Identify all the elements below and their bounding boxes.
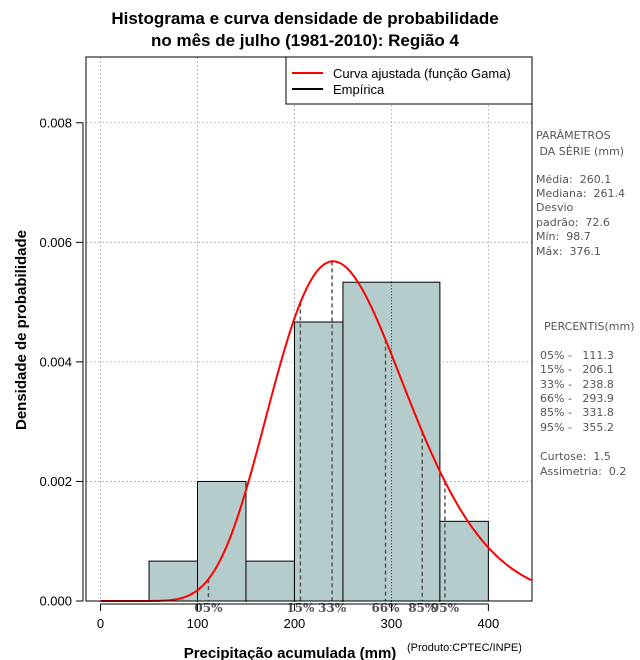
y-axis: 0.000 0.002 0.004 0.006 0.008 [39, 115, 84, 609]
params-heading-line-1: PARÂMETROS [536, 129, 611, 142]
stat-kurtosis: Curtose: 1.5 [540, 450, 611, 463]
x-axis: 0 100 200 300 400 [97, 603, 500, 631]
chart-title-line-2: no mês de julho (1981-2010): Região 4 [151, 31, 460, 50]
stat-min: Mín: 98.7 [536, 230, 591, 243]
percentile-label-2: 33% [318, 601, 347, 615]
x-tick-label-1: 100 [187, 616, 209, 631]
histogram-bar-5 [439, 520, 489, 602]
percentile-lines [207, 261, 446, 601]
percentile-66: 66% - 293.9 [540, 392, 614, 405]
stat-sd-label: Desvio [536, 201, 574, 214]
chart-title-line-1: Histograma e curva densidade de probabil… [111, 9, 498, 28]
x-tick-label-2: 200 [284, 616, 306, 631]
percentile-label-3: 66% [371, 601, 400, 615]
stat-max: Máx: 376.1 [536, 245, 601, 258]
percentile-95: 95% - 355.2 [540, 421, 614, 434]
legend-box [285, 56, 533, 105]
percentile-labels: 05% 15% 33% 66% 85%95% [194, 601, 459, 615]
percentile-05: 05% - 111.3 [540, 349, 614, 362]
params-heading-line-2: DA SÉRIE (mm) [536, 145, 624, 158]
stat-skewness: Assimetria: 0.2 [540, 465, 626, 478]
stat-mean: Média: 260.1 [536, 173, 611, 186]
percentile-33: 33% - 238.8 [540, 378, 614, 391]
gamma-density-curve [100, 260, 532, 602]
x-tick-label-3: 300 [381, 616, 403, 631]
histogram-bars [148, 281, 489, 602]
y-tick-label-1: 0.002 [39, 474, 72, 489]
stat-median: Mediana: 261.4 [536, 187, 625, 200]
legend-label-empirical: Empírica [333, 82, 385, 97]
percentile-label-5: 95% [431, 601, 460, 615]
percentile-85: 85% - 331.8 [540, 406, 614, 419]
y-tick-label-3: 0.006 [39, 235, 72, 250]
x-tick-label-0: 0 [97, 616, 104, 631]
y-tick-label-0: 0.000 [39, 594, 72, 609]
y-axis-label: Densidade de probabilidade [13, 230, 30, 430]
x-tick-label-4: 400 [478, 616, 500, 631]
histogram-bar-3 [293, 321, 344, 602]
stat-sd: padrão: 72.6 [536, 216, 610, 229]
percentile-label-0: 05% [194, 601, 223, 615]
legend: Curva ajustada (função Gama) Empírica [285, 56, 533, 105]
y-tick-label-4: 0.008 [39, 115, 72, 130]
y-tick-label-2: 0.004 [39, 354, 72, 369]
product-credit: (Produto:CPTEC/INPE) [407, 642, 522, 654]
stats-panel: PARÂMETROS DA SÉRIE (mm) Média: 260.1 Me… [536, 129, 635, 478]
legend-label-fitted: Curva ajustada (função Gama) [333, 66, 511, 81]
percentile-label-1: 15% [286, 601, 315, 615]
histogram-bar-2 [245, 560, 295, 602]
x-axis-label: Precipitação acumulada (mm) [184, 645, 397, 660]
percentile-15: 15% - 206.1 [540, 363, 614, 376]
percentis-heading: PERCENTIS(mm) [544, 320, 635, 333]
